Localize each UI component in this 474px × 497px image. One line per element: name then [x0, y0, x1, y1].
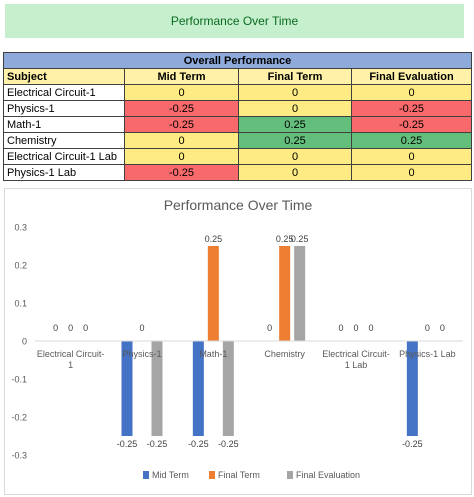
score-cell: 0 — [238, 100, 352, 117]
table-row: Electrical Circuit-1 Lab 0 0 0 — [3, 148, 472, 165]
score-cell: 0 — [351, 84, 472, 101]
legend-label: Final Evaluation — [296, 470, 360, 480]
data-label: 0.25 — [205, 234, 223, 244]
chart-area[interactable]: Performance Over Time 0.3 0.2 0.1 0 -0.1 -0.2 -… — [4, 188, 472, 495]
subject-cell: Physics-1 Lab — [3, 164, 125, 181]
bar — [151, 341, 163, 436]
y-tick-label: -0.1 — [11, 375, 27, 385]
x-tick-label: Chemistry — [264, 349, 305, 359]
y-tick-label: 0.2 — [14, 261, 27, 271]
data-label: -0.25 — [218, 439, 239, 449]
bar — [279, 246, 291, 341]
y-tick-label: -0.2 — [11, 413, 27, 423]
score-cell: 0 — [238, 84, 352, 101]
data-label: 0 — [338, 323, 343, 333]
y-tick-label: 0.1 — [14, 299, 27, 309]
x-tick-label: Physics-1 — [122, 349, 161, 359]
data-label: 0 — [139, 323, 144, 333]
bar — [121, 341, 133, 436]
data-label: 0 — [353, 323, 358, 333]
bar — [294, 246, 306, 341]
subject-cell: Math-1 — [3, 116, 125, 133]
bar — [192, 341, 204, 436]
data-label: -0.25 — [402, 439, 423, 449]
data-label: 0.25 — [276, 234, 294, 244]
score-cell: 0.25 — [351, 132, 472, 149]
bar — [406, 341, 418, 436]
table-title: Overall Performance — [3, 52, 472, 69]
score-cell: 0 — [238, 164, 352, 181]
x-tick-label: Electrical Circuit-1 Lab — [322, 349, 390, 370]
score-cell: 0 — [124, 148, 239, 165]
score-cell: 0 — [351, 164, 472, 181]
bar — [222, 341, 234, 436]
column-header-subject: Subject — [3, 68, 125, 85]
score-cell: 0 — [124, 132, 239, 149]
data-label: 0 — [68, 323, 73, 333]
legend-swatch — [287, 471, 293, 479]
data-label: 0 — [83, 323, 88, 333]
score-cell: -0.25 — [124, 164, 239, 181]
y-tick-label: 0 — [22, 337, 27, 347]
x-tick-label: Math-1 — [199, 349, 227, 359]
score-cell: -0.25 — [351, 100, 472, 117]
bar-chart: Performance Over Time 0.3 0.2 0.1 0 -0.1 -0.2 -… — [11, 197, 463, 480]
legend-label: Mid Term — [152, 470, 189, 480]
data-label: 0.25 — [291, 234, 309, 244]
column-header-mid-term: Mid Term — [124, 68, 239, 85]
subject-cell: Physics-1 — [3, 100, 125, 117]
score-cell: 0.25 — [238, 132, 352, 149]
x-tick-label: Physics-1 Lab — [399, 349, 456, 359]
y-tick-label: 0.3 — [14, 223, 27, 233]
score-cell: 0 — [238, 148, 352, 165]
subject-cell: Chemistry — [3, 132, 125, 149]
table-row: Physics-1 Lab -0.25 0 0 — [3, 164, 472, 181]
data-label: -0.25 — [117, 439, 138, 449]
subject-cell: Electrical Circuit-1 — [3, 84, 125, 101]
table-row: Electrical Circuit-1 0 0 0 — [3, 84, 472, 101]
data-label: 0 — [425, 323, 430, 333]
table-row: Math-1 -0.25 0.25 -0.25 — [3, 116, 472, 133]
data-label: 0 — [267, 323, 272, 333]
score-cell: -0.25 — [351, 116, 472, 133]
y-tick-label: -0.3 — [11, 451, 27, 461]
legend-swatch — [143, 471, 149, 479]
chart-title: Performance Over Time — [164, 197, 313, 213]
subject-cell: Electrical Circuit-1 Lab — [3, 148, 125, 165]
legend-label: Final Term — [218, 470, 260, 480]
legend-swatch — [209, 471, 215, 479]
score-cell: 0 — [351, 148, 472, 165]
data-label: -0.25 — [188, 439, 209, 449]
column-header-final-term: Final Term — [238, 68, 352, 85]
bar — [207, 246, 219, 341]
score-cell: -0.25 — [124, 100, 239, 117]
score-cell: 0.25 — [238, 116, 352, 133]
performance-table: Overall Performance Subject Mid Term Fin… — [3, 52, 472, 181]
data-label: 0 — [368, 323, 373, 333]
x-tick-label: Electrical Circuit-1 — [37, 349, 105, 370]
score-cell: -0.25 — [124, 116, 239, 133]
data-label: 0 — [53, 323, 58, 333]
score-cell: 0 — [124, 84, 239, 101]
table-row: Physics-1 -0.25 0 -0.25 — [3, 100, 472, 117]
data-label: -0.25 — [147, 439, 168, 449]
data-label: 0 — [440, 323, 445, 333]
column-header-final-evaluation: Final Evaluation — [351, 68, 472, 85]
banner-title: Performance Over Time — [5, 4, 464, 38]
table-row: Chemistry 0 0.25 0.25 — [3, 132, 472, 149]
